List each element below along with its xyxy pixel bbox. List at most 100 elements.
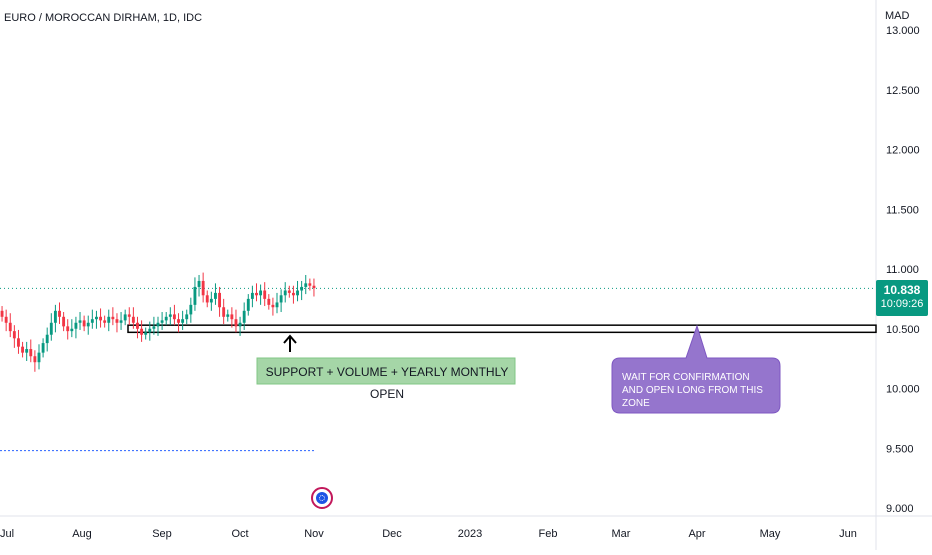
time-tick-label: Apr <box>688 528 705 540</box>
time-tick-label: Mar <box>612 528 631 540</box>
candle-body <box>123 314 127 321</box>
candle-body <box>29 349 33 357</box>
candle-body <box>25 349 29 353</box>
candle-body <box>62 316 66 327</box>
economic-event-icon[interactable] <box>311 487 333 509</box>
support-label-text: SUPPORT + VOLUME + YEARLY MONTHLY OPEN <box>265 365 509 401</box>
support-zone <box>127 324 877 334</box>
last-price-value: 10.838 <box>883 283 921 297</box>
candle-body <box>4 316 8 323</box>
time-tick-label: Jul <box>0 528 14 540</box>
candle-body <box>21 346 25 353</box>
flag-icon <box>316 492 328 504</box>
candle-body <box>86 322 90 327</box>
candle-body <box>41 343 45 353</box>
candle-body <box>271 304 275 308</box>
candle-body <box>127 314 131 317</box>
candle-body <box>99 316 102 321</box>
candle-body <box>17 338 20 347</box>
candle-body <box>255 292 258 296</box>
currency-unit-label: MAD <box>885 10 910 22</box>
candle-body <box>12 331 16 339</box>
candle-body <box>308 283 312 286</box>
candle-body <box>70 328 74 332</box>
candle-body <box>205 295 209 303</box>
candle-body <box>296 290 299 296</box>
candle-body <box>0 310 4 317</box>
candle-body <box>82 320 86 327</box>
candle-body <box>45 334 49 344</box>
callout-text: WAIT FOR CONFIRMATION AND OPEN LONG FROM… <box>622 372 763 409</box>
price-tick-label: 12.500 <box>886 85 920 97</box>
candle-body <box>291 292 295 296</box>
support-label-box <box>256 357 516 385</box>
price-tick-label: 10.000 <box>886 384 920 396</box>
candle-body <box>259 290 263 296</box>
price-tick-label: 9.500 <box>886 443 914 455</box>
candle-body <box>74 322 78 329</box>
candle-body <box>136 322 139 329</box>
candle-body <box>172 314 176 320</box>
price-tick-label: 11.000 <box>886 264 919 276</box>
candle-body <box>189 304 193 315</box>
candle-body <box>300 286 304 291</box>
candle-body <box>95 316 98 320</box>
candle-body <box>209 298 213 303</box>
candle-body <box>267 298 271 305</box>
candle-body <box>246 298 250 311</box>
candle-body <box>107 316 111 323</box>
time-tick-label: May <box>760 528 781 540</box>
candle-body <box>78 320 82 323</box>
candle-body <box>115 319 119 323</box>
price-tick-label: 11.500 <box>886 204 919 216</box>
symbol-title: EURO / MOROCCAN DIRHAM, 1D, IDC <box>4 12 203 24</box>
candle-body <box>168 314 172 317</box>
bar-countdown: 10:09:26 <box>880 298 924 310</box>
candle-body <box>218 292 221 308</box>
candle-body <box>58 310 61 317</box>
candle-body <box>275 302 279 308</box>
candle-body <box>263 290 267 299</box>
time-tick-label: Sep <box>152 528 172 540</box>
candle-body <box>152 326 156 329</box>
candle-body <box>111 316 115 320</box>
candle-body <box>90 319 94 323</box>
candle-body <box>144 332 148 335</box>
candle-body <box>242 310 246 323</box>
time-tick-label: Feb <box>539 528 558 540</box>
price-tick-label: 13.000 <box>886 25 920 37</box>
time-tick-label: Nov <box>304 528 324 540</box>
candle-body <box>181 319 185 323</box>
candle-body <box>201 280 205 296</box>
candle-body <box>283 290 287 296</box>
price-tick-label: 10.500 <box>886 324 920 336</box>
candle-body <box>304 283 308 287</box>
price-tick-label: 9.000 <box>886 503 914 515</box>
candle-body <box>226 314 230 317</box>
candle-body <box>66 326 70 332</box>
candle-body <box>279 295 283 303</box>
candle-body <box>37 352 41 363</box>
candle-body <box>8 322 12 332</box>
support-arrow-head <box>283 334 297 344</box>
time-tick-label: Oct <box>231 528 248 540</box>
candle-body <box>140 328 144 335</box>
candle-body <box>148 328 152 333</box>
candle-body <box>177 319 180 323</box>
candle-body <box>103 320 107 323</box>
candle-body <box>222 307 226 317</box>
candle-body <box>238 322 242 327</box>
candle-body <box>197 280 201 287</box>
last-price-tag: 10.838 10:09:26 <box>876 280 928 316</box>
candle-body <box>131 316 135 323</box>
candle-body <box>287 290 291 293</box>
candle-body <box>119 320 123 323</box>
callout-bubble <box>611 324 781 414</box>
price-tick-label: 12.000 <box>886 145 920 157</box>
candle-body <box>312 285 316 289</box>
candle-body <box>156 322 160 327</box>
candle-body <box>230 314 234 320</box>
time-tick-label: 2023 <box>458 528 482 540</box>
